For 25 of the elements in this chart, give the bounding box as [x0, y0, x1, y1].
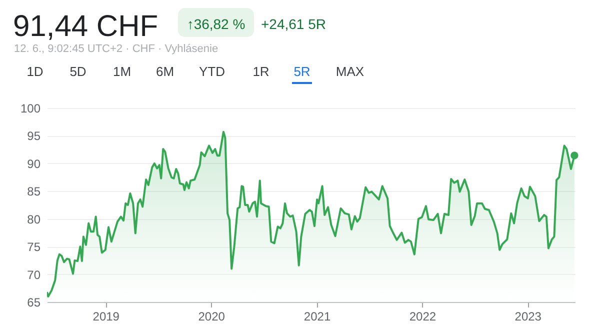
- y-tick-label: 90: [27, 156, 41, 171]
- y-tick-label: 95: [27, 129, 41, 144]
- y-tick-label: 70: [27, 268, 41, 282]
- chart-title: 91,44 CHF: [13, 10, 158, 43]
- y-tick-label: 75: [27, 240, 41, 254]
- text: 5D: [70, 64, 86, 79]
- x-tick-label: 2022: [409, 310, 436, 324]
- x-tick-label: 2021: [304, 310, 331, 324]
- text: 12. 6., 9:02:45 UTC+2 · CHF · Vyhlásenie: [14, 43, 218, 55]
- y-tick-label: 85: [27, 184, 41, 199]
- text: 1D: [26, 64, 44, 79]
- x-tick-label: 2019: [92, 310, 120, 324]
- text: +24,61 5R: [261, 16, 326, 32]
- text: 1R: [252, 64, 270, 79]
- text: 6M: [156, 64, 174, 79]
- text: ↑36,82 %: [186, 16, 246, 32]
- y-tick-label: 65: [27, 296, 41, 310]
- x-tick-label: 2023: [514, 310, 542, 324]
- x-tick-label: 2020: [198, 310, 226, 324]
- text: MAX: [336, 64, 364, 79]
- text: YTD: [199, 64, 225, 79]
- y-tick-label: 80: [27, 212, 41, 226]
- text: 1M: [112, 64, 132, 79]
- text: 5R: [294, 64, 310, 79]
- y-tick-label: 100: [20, 102, 41, 116]
